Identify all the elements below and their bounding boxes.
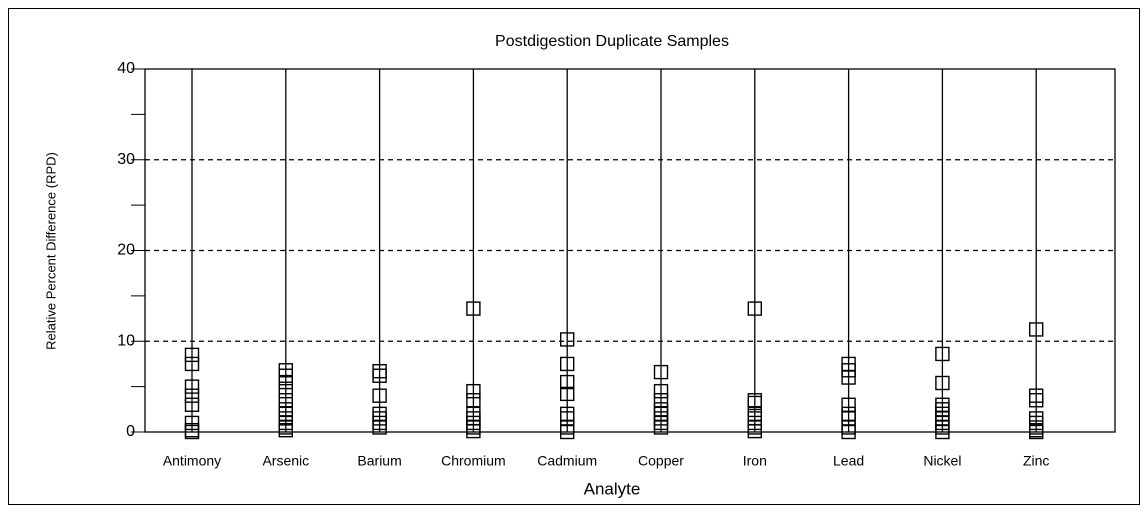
x-tick-label: Copper [638,453,684,469]
point [1028,424,1044,440]
point [560,332,575,347]
point [653,364,669,380]
y-tick-label: 10 [117,332,135,349]
y-tick-label: 30 [117,151,135,168]
point [653,420,669,435]
point [184,379,200,394]
point [278,374,293,390]
x-tick-label: Barium [357,453,401,469]
point [184,424,200,440]
point [841,363,856,378]
chart-title: Postdigestion Duplicate Samples [495,33,729,50]
point [278,422,293,438]
point [1028,322,1044,337]
point [1028,393,1044,408]
x-axis-title: Analyte [584,479,641,498]
point [747,423,762,439]
x-tick-label: Antimony [163,453,221,469]
point [841,424,856,440]
point [935,424,950,440]
point [747,301,762,316]
point [372,388,387,403]
point [560,386,575,402]
x-tick-label: Nickel [923,453,961,469]
x-tick-label: Zinc [1023,453,1049,469]
point [935,346,950,362]
point [560,374,575,390]
y-axis-title: Relative Percent Difference (RPD) [43,152,58,350]
point [841,370,856,385]
point [372,368,387,383]
point [278,383,293,399]
point [653,383,669,399]
point [184,415,200,431]
y-tick-label: 0 [126,423,135,440]
x-tick-label: Lead [833,453,864,469]
point [935,375,950,391]
x-tick-label: Chromium [441,453,506,469]
y-tick-label: 20 [117,242,135,259]
x-tick-label: Iron [743,453,767,469]
point [466,423,481,439]
point [184,347,200,363]
point [747,395,762,411]
point [560,424,575,440]
x-tick-label: Arsenic [262,453,309,469]
point [560,356,575,372]
point [184,388,200,403]
point [184,356,200,372]
point [184,397,200,412]
point [466,383,481,399]
chart-frame [8,8,1140,505]
plot-frame [144,68,1116,433]
y-tick-label: 40 [117,60,135,77]
point [466,301,481,316]
point [372,420,387,435]
x-tick-label: Cadmium [537,453,597,469]
